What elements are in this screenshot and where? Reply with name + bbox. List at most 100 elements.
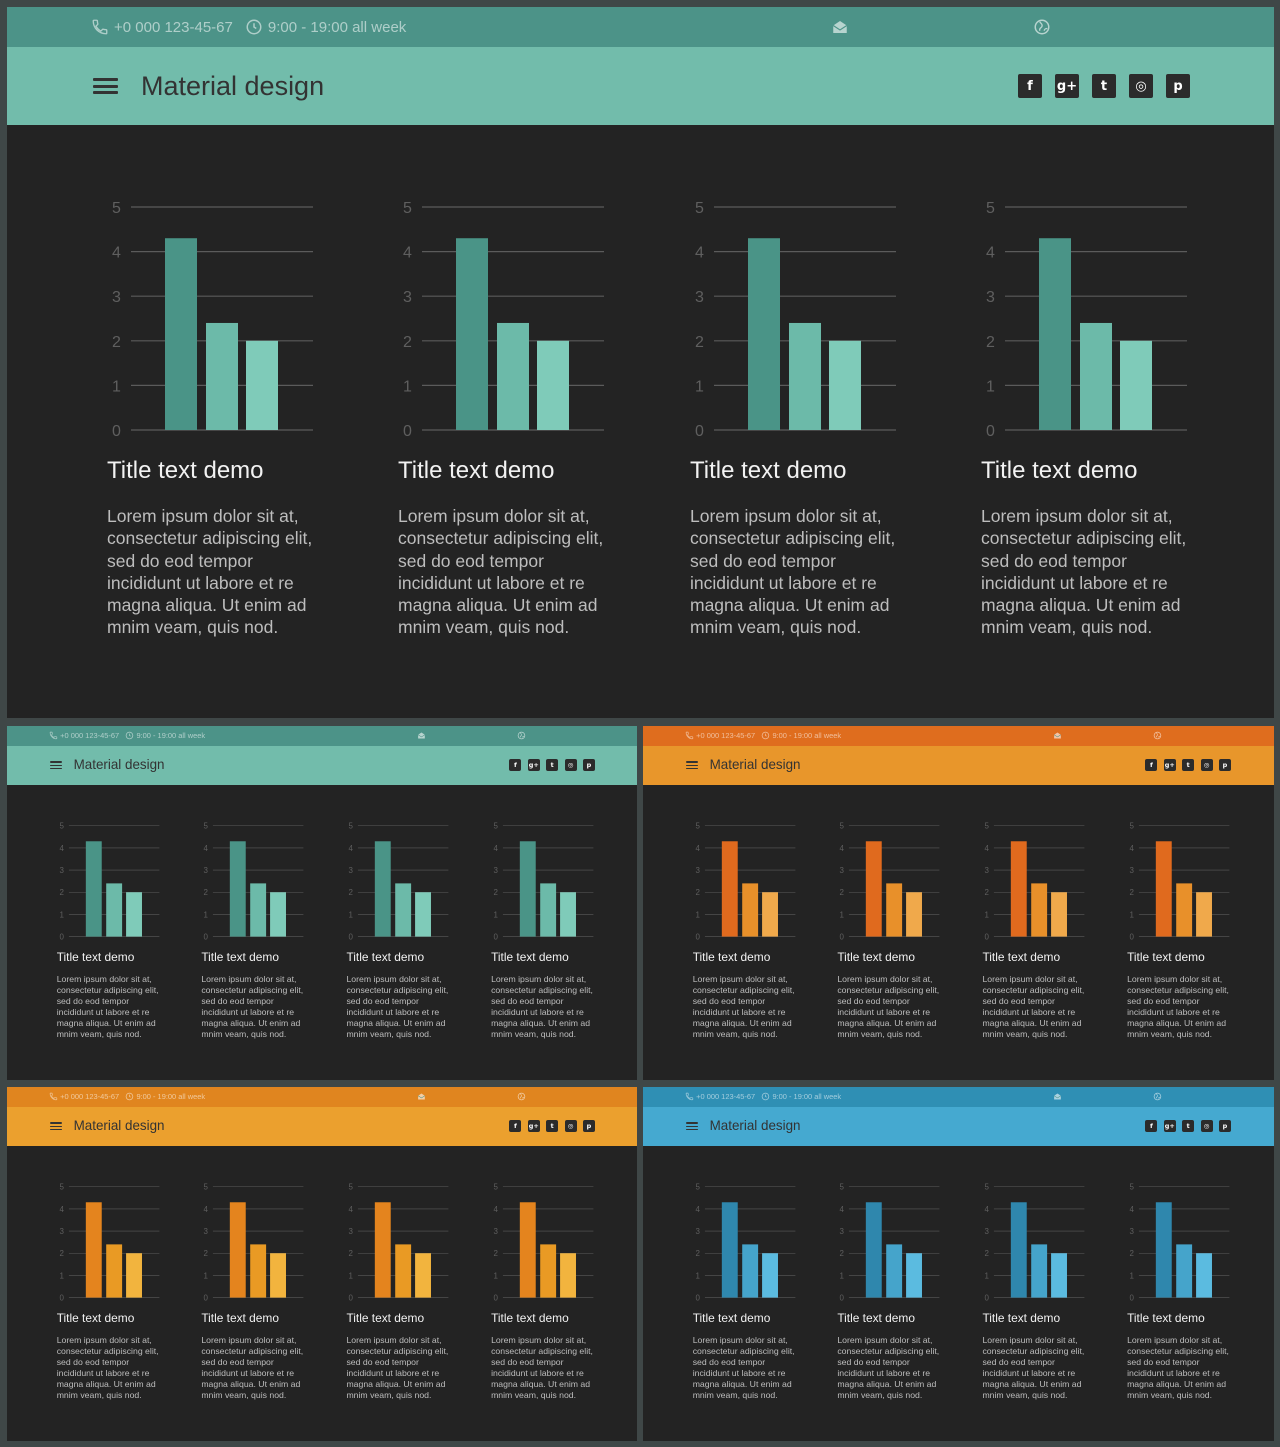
y-tick-label: 3 [349,1227,354,1236]
clock-icon [761,1092,770,1101]
y-tick-label: 5 [59,821,64,830]
phone-icon [91,18,109,36]
phone-number[interactable]: +0 000 123-45-67 [60,731,120,741]
card-description: Lorem ipsum dolor sit at, consectetur ad… [692,973,795,1039]
y-tick-label: 5 [695,821,700,830]
instagram-icon[interactable]: ◎ [564,1120,577,1133]
pinterest-icon[interactable]: p [1218,759,1231,772]
google-plus-icon[interactable]: g+ [1163,1120,1176,1133]
google-plus-icon[interactable]: g+ [527,759,540,772]
bar-2 [1031,1244,1048,1298]
twitter-icon[interactable]: t [1182,759,1195,772]
y-tick-label: 1 [204,910,209,919]
card-description: Lorem ipsum dolor sit at, consectetur ad… [201,1334,304,1400]
y-tick-label: 5 [494,1182,499,1191]
y-tick-label: 0 [1130,932,1135,941]
y-tick-label: 2 [1130,1249,1135,1258]
mail-icon[interactable] [417,731,426,740]
y-tick-label: 0 [403,423,412,440]
y-tick-label: 2 [349,888,354,897]
y-tick-label: 0 [985,932,990,941]
y-tick-label: 5 [985,1182,990,1191]
app-title: Material design [709,1117,801,1133]
y-tick-label: 1 [1130,910,1135,919]
hamburger-menu-icon[interactable] [49,1122,63,1131]
y-tick-label: 0 [985,1293,990,1302]
hamburger-menu-icon[interactable] [685,1122,699,1131]
pinterest-icon[interactable]: p [1218,1120,1231,1133]
pinterest-icon[interactable]: p [1166,74,1190,98]
instagram-icon[interactable]: ◎ [1129,74,1153,98]
twitter-icon[interactable]: t [1092,74,1116,98]
y-tick-label: 4 [204,844,209,853]
bar-2 [540,883,557,937]
contact-info: +0 000 123-45-67 9:00 - 19:00 all week [49,726,205,746]
twitter-icon[interactable]: t [546,1120,559,1133]
bar-2 [741,883,758,937]
instagram-icon[interactable]: ◎ [1200,759,1213,772]
phone-number[interactable]: +0 000 123-45-67 [60,1092,120,1102]
bar-1 [1155,840,1172,937]
bar-1 [375,840,392,937]
bar-3 [125,891,142,937]
bar-chart: 0 1 2 3 4 5 [985,821,1085,941]
mail-icon[interactable] [417,1092,426,1101]
y-tick-label: 1 [985,910,990,919]
mail-icon[interactable] [1053,1092,1062,1101]
card-title: Title text demo [982,949,1061,964]
phone-number[interactable]: +0 000 123-45-67 [114,18,233,36]
mail-icon[interactable] [831,18,849,36]
globe-icon[interactable] [517,1092,526,1101]
hamburger-menu-icon[interactable] [685,761,699,770]
bar-1 [1039,238,1071,430]
mail-icon[interactable] [1053,731,1062,740]
twitter-icon[interactable]: t [1182,1120,1195,1133]
bar-1 [721,1201,738,1298]
twitter-icon[interactable]: t [546,759,559,772]
card-description: Lorem ipsum dolor sit at, consectetur ad… [837,1334,940,1400]
y-tick-label: 3 [1130,1227,1135,1236]
card-description: Lorem ipsum dolor sit at, consectetur ad… [56,973,159,1039]
feature-card: 0 1 2 3 4 5 Title text demo Lorem ipsum dolor s… [982,1146,1089,1424]
facebook-icon[interactable]: f [1145,1120,1158,1133]
contact-topbar: +0 000 123-45-67 9:00 - 19:00 all week [643,726,1274,746]
pinterest-icon[interactable]: p [582,1120,595,1133]
feature-card: 0 1 2 3 4 5 Title text demo Lorem ipsum dolor s… [693,785,800,1063]
globe-icon[interactable] [517,731,526,740]
google-plus-icon[interactable]: g+ [527,1120,540,1133]
y-tick-label: 5 [349,1182,354,1191]
phone-number[interactable]: +0 000 123-45-67 [696,731,756,741]
bar-1 [519,1201,536,1298]
facebook-icon[interactable]: f [509,759,522,772]
globe-icon[interactable] [1033,18,1051,36]
card-description: Lorem ipsum dolor sit at, consectetur ad… [692,1334,795,1400]
card-description: Lorem ipsum dolor sit at, consectetur ad… [491,973,593,1039]
bar-3 [415,891,432,937]
hamburger-menu-icon[interactable] [49,761,63,770]
globe-icon[interactable] [1153,1092,1162,1101]
card-title: Title text demo [346,949,425,964]
feature-card: 0 1 2 3 4 5 Title text demo Lorem ipsum dolor s… [1127,1146,1234,1424]
facebook-icon[interactable]: f [1018,74,1042,98]
facebook-icon[interactable]: f [509,1120,522,1133]
phone-icon [49,731,58,740]
instagram-icon[interactable]: ◎ [564,759,577,772]
google-plus-icon[interactable]: g+ [1163,759,1176,772]
globe-icon[interactable] [1153,731,1162,740]
pinterest-icon[interactable]: p [582,759,595,772]
card-title: Title text demo [1127,949,1205,964]
phone-number[interactable]: +0 000 123-45-67 [696,1092,756,1102]
contact-topbar: +0 000 123-45-67 9:00 - 19:00 all week [643,1087,1274,1107]
y-tick-label: 3 [1130,866,1135,875]
bar-chart: 0 1 2 3 4 5 [695,200,896,440]
app-header: Material design f g+ t ◎ p [7,1106,637,1146]
y-tick-label: 4 [494,1205,499,1214]
y-tick-label: 2 [1130,888,1135,897]
hamburger-menu-icon[interactable] [93,78,118,94]
facebook-icon[interactable]: f [1145,759,1158,772]
y-tick-label: 3 [986,289,995,306]
phone-icon [49,1092,58,1101]
bar-3 [829,340,861,430]
instagram-icon[interactable]: ◎ [1200,1120,1213,1133]
google-plus-icon[interactable]: g+ [1055,74,1079,98]
